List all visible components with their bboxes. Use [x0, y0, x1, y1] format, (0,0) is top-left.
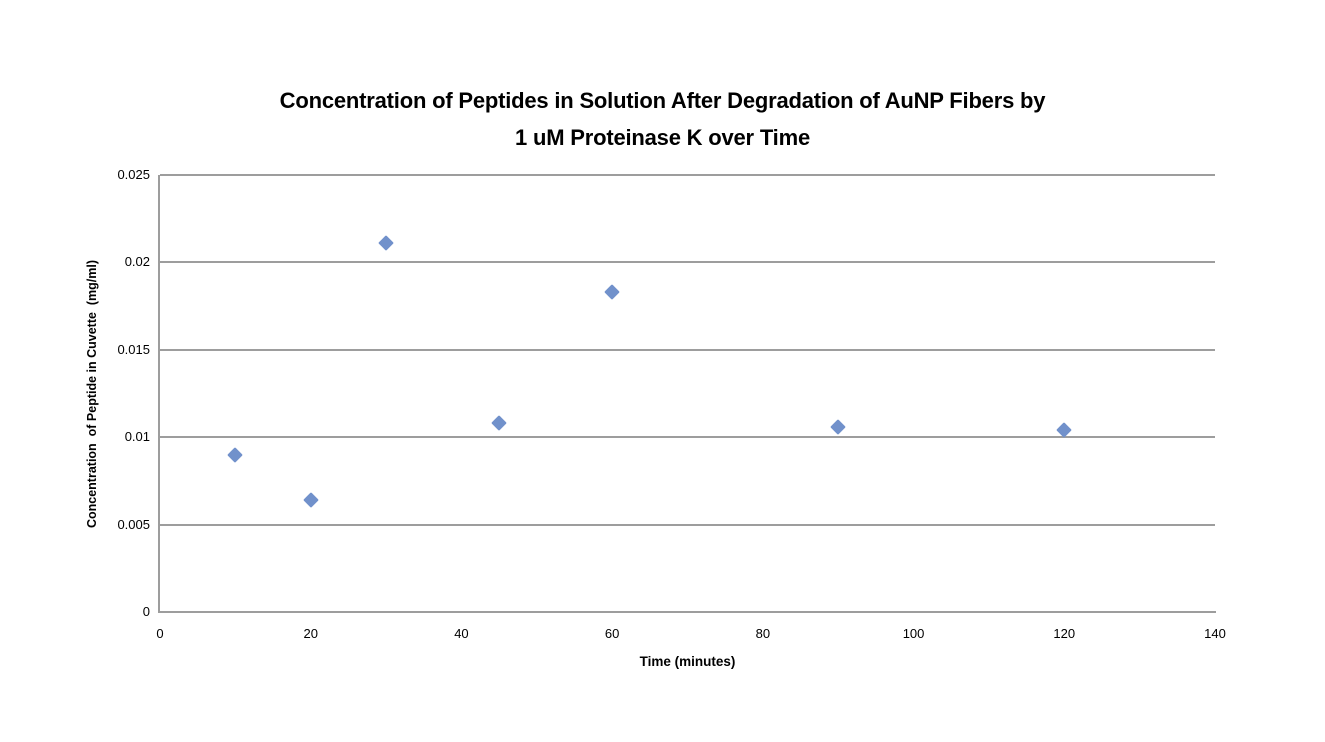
gridline	[160, 523, 1215, 526]
x-axis-title: Time (minutes)	[639, 654, 736, 669]
x-tick-label: 140	[1204, 626, 1226, 641]
y-tick-label: 0.01	[124, 429, 150, 445]
chart-title: Concentration of Peptides in Solution Af…	[0, 82, 1325, 156]
y-tick-label: 0.015	[117, 341, 150, 357]
x-tick-label: 120	[1053, 626, 1076, 641]
chart-title-line-2: 1 uM Proteinase K over Time	[515, 125, 810, 150]
gridline	[160, 348, 1215, 351]
x-tick-label: 100	[902, 626, 925, 641]
gridline	[160, 436, 1215, 439]
y-tick-label: 0.025	[117, 167, 150, 182]
x-tick-label: 60	[604, 626, 620, 641]
gridline	[160, 261, 1215, 264]
x-axis-line	[158, 611, 1216, 613]
gridline	[160, 174, 1215, 176]
y-axis-title: Concentration of Peptide in Cuvette (mg/…	[85, 259, 99, 529]
y-axis-line	[158, 175, 160, 613]
x-tick-label: 20	[303, 626, 318, 641]
x-tick-label: 40	[454, 626, 469, 641]
y-tick-label: 0.02	[124, 254, 150, 270]
y-tick-label: 0	[142, 604, 150, 619]
plot-area	[160, 174, 1215, 612]
x-tick-label: 0	[156, 626, 164, 641]
chart-title-line-1: Concentration of Peptides in Solution Af…	[279, 88, 1046, 113]
x-tick-label: 80	[755, 626, 771, 641]
y-tick-label: 0.005	[117, 516, 150, 532]
